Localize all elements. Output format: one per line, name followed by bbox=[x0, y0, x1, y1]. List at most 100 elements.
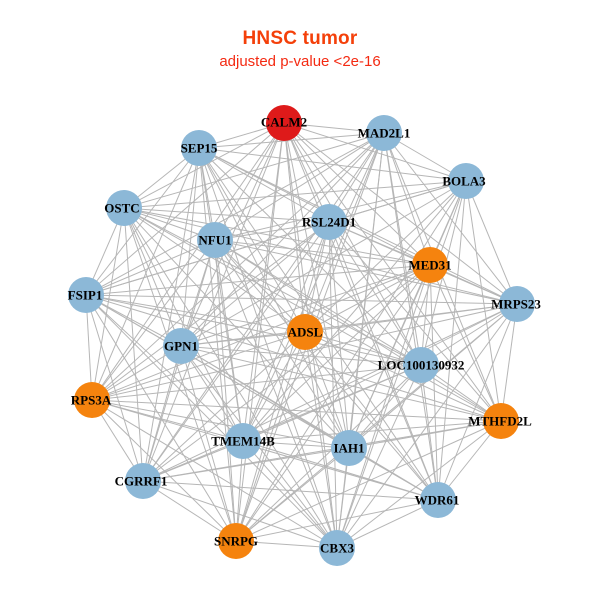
graph-node[interactable]: CALM2 bbox=[261, 105, 307, 141]
node-circle-adsl[interactable] bbox=[287, 314, 323, 350]
graph-edge bbox=[437, 303, 518, 501]
node-label-med31: MED31 bbox=[408, 258, 451, 273]
node-label-mthfd2l: MTHFD2L bbox=[468, 414, 532, 429]
graph-node[interactable]: TMEM14B bbox=[211, 423, 275, 459]
graph-edge bbox=[142, 480, 237, 542]
graph-edge bbox=[91, 399, 439, 501]
graph-node[interactable]: FSIP1 bbox=[68, 277, 104, 313]
graph-node[interactable]: GPN1 bbox=[163, 328, 199, 364]
graph-edge bbox=[123, 180, 467, 209]
node-circle-sep15[interactable] bbox=[181, 130, 217, 166]
graph-edge bbox=[85, 147, 200, 296]
graph-edge bbox=[214, 239, 350, 449]
graph-node[interactable]: NFU1 bbox=[197, 222, 233, 258]
graph-edge bbox=[214, 239, 518, 305]
graph-node[interactable]: RPS3A bbox=[71, 382, 112, 418]
graph-edge bbox=[85, 294, 502, 422]
graph-node[interactable]: WDR61 bbox=[415, 482, 460, 518]
graph-edge bbox=[91, 264, 431, 401]
graph-edge bbox=[304, 331, 350, 449]
graph-node[interactable]: BOLA3 bbox=[442, 163, 486, 199]
node-circle-gpn1[interactable] bbox=[163, 328, 199, 364]
node-label-rps3a: RPS3A bbox=[71, 393, 112, 408]
node-circle-iah1[interactable] bbox=[331, 430, 367, 466]
graph-edge bbox=[328, 221, 422, 366]
graph-edge bbox=[336, 264, 431, 549]
graph-edge bbox=[437, 180, 467, 501]
node-circle-wdr61[interactable] bbox=[420, 482, 456, 518]
graph-edge bbox=[142, 364, 422, 482]
node-layer: CALM2 MAD2L1 SEP15 BOLA3 OSTC RSL24D1 NFU1 MED3… bbox=[68, 105, 541, 566]
node-circle-cgrrf1[interactable] bbox=[125, 463, 161, 499]
node-label-fsip1: FSIP1 bbox=[68, 288, 103, 303]
graph-edge bbox=[214, 239, 338, 549]
graph-edge bbox=[123, 207, 518, 305]
node-circle-ostc[interactable] bbox=[106, 190, 142, 226]
node-circle-loc100130932[interactable] bbox=[403, 347, 439, 383]
graph-edge bbox=[180, 345, 422, 366]
graph-edge bbox=[142, 480, 338, 549]
node-circle-cbx3[interactable] bbox=[319, 530, 355, 566]
graph-node[interactable]: MRPS23 bbox=[491, 286, 541, 322]
node-circle-rsl24d1[interactable] bbox=[311, 204, 347, 240]
graph-edge bbox=[85, 239, 216, 296]
graph-edge bbox=[198, 132, 385, 149]
graph-node[interactable]: MTHFD2L bbox=[468, 403, 532, 439]
graph-edge bbox=[336, 499, 439, 549]
graph-node[interactable]: SEP15 bbox=[181, 130, 218, 166]
graph-edge bbox=[336, 420, 502, 549]
graph-edge bbox=[500, 303, 518, 422]
graph-edge bbox=[283, 122, 502, 422]
node-label-cbx3: CBX3 bbox=[320, 541, 354, 556]
graph-edge bbox=[328, 221, 350, 449]
graph-node[interactable]: MED31 bbox=[408, 247, 452, 283]
graph-edge bbox=[214, 239, 237, 542]
graph-node[interactable]: ADSL bbox=[287, 314, 323, 350]
node-circle-med31[interactable] bbox=[412, 247, 448, 283]
graph-edge bbox=[429, 264, 439, 501]
node-circle-mad2l1[interactable] bbox=[366, 115, 402, 151]
node-circle-mrps23[interactable] bbox=[499, 286, 535, 322]
node-circle-tmem14b[interactable] bbox=[225, 423, 261, 459]
graph-edge bbox=[242, 180, 467, 442]
graph-node[interactable]: IAH1 bbox=[331, 430, 367, 466]
graph-edge bbox=[85, 221, 330, 296]
node-circle-rps3a[interactable] bbox=[74, 382, 110, 418]
graph-edge bbox=[123, 132, 385, 209]
edge-layer bbox=[85, 122, 518, 549]
graph-node[interactable]: OSTC bbox=[104, 190, 142, 226]
graph-node[interactable]: LOC100130932 bbox=[378, 347, 465, 383]
graph-edge bbox=[304, 264, 431, 333]
graph-edge bbox=[283, 122, 422, 366]
graph-node[interactable]: CBX3 bbox=[319, 530, 355, 566]
graph-edge bbox=[123, 207, 306, 333]
graph-edge bbox=[214, 132, 385, 241]
graph-edge bbox=[235, 364, 422, 542]
graph-node[interactable]: CGRRF1 bbox=[115, 463, 168, 499]
graph-edge bbox=[328, 221, 502, 422]
graph-edge bbox=[123, 207, 330, 223]
graph-edge bbox=[142, 147, 200, 482]
graph-node[interactable]: RSL24D1 bbox=[302, 204, 356, 240]
graph-edge bbox=[304, 132, 385, 333]
graph-edge bbox=[198, 147, 422, 366]
graph-edge bbox=[242, 331, 306, 442]
node-circle-snrpg[interactable] bbox=[218, 523, 254, 559]
node-circle-mthfd2l[interactable] bbox=[483, 403, 519, 439]
node-circle-calm2[interactable] bbox=[266, 105, 302, 141]
node-circle-nfu1[interactable] bbox=[197, 222, 233, 258]
graph-edge bbox=[91, 303, 518, 401]
graph-node[interactable]: MAD2L1 bbox=[358, 115, 411, 151]
graph-edge bbox=[198, 147, 338, 549]
node-circle-bola3[interactable] bbox=[448, 163, 484, 199]
graph-edge bbox=[465, 180, 518, 305]
graph-edge bbox=[123, 207, 431, 266]
node-circle-fsip1[interactable] bbox=[68, 277, 104, 313]
graph-edge bbox=[180, 345, 439, 501]
graph-edge bbox=[198, 147, 306, 333]
graph-edge bbox=[348, 364, 422, 449]
graph-edge bbox=[214, 239, 431, 266]
graph-node[interactable]: SNRPG bbox=[214, 523, 258, 559]
